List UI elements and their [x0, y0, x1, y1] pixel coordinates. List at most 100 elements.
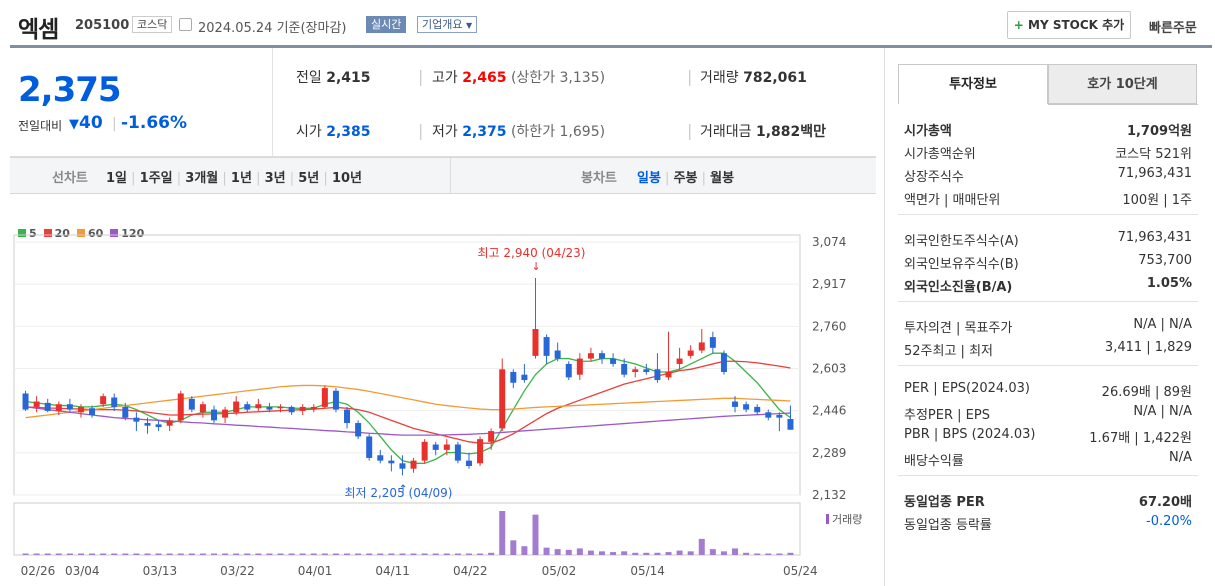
legend-swatch [110, 229, 119, 237]
volume-bar [443, 553, 450, 555]
section-divider [898, 475, 1198, 476]
chevron-down-icon: ▼ [465, 21, 473, 30]
volume-frame [13, 502, 801, 556]
lower-limit: (하한가 1,695) [510, 124, 606, 140]
volume-bar [665, 552, 672, 555]
volume-bar [277, 553, 284, 555]
tab-investment-info[interactable]: 투자정보 [898, 64, 1048, 104]
candle-body [621, 363, 628, 375]
current-price: 2,375 [18, 70, 122, 110]
candle-body [421, 441, 428, 461]
volume-bar [621, 551, 628, 555]
y-tick-label: 2,289 [812, 446, 846, 460]
quick-order-button[interactable]: 빠른주문 [1149, 21, 1197, 36]
period-6[interactable]: 10년 [331, 171, 362, 186]
volume-bar [188, 553, 195, 555]
x-tick-label: 03/13 [143, 564, 178, 578]
volume-bar [709, 549, 716, 555]
period-0[interactable]: 1일 [106, 171, 128, 186]
info-value: N/A | N/A [1133, 317, 1192, 332]
period-2[interactable]: 3개월 [185, 171, 219, 186]
section-divider [898, 365, 1198, 366]
candle-body [77, 406, 84, 413]
candle-body [610, 358, 617, 364]
legend-ma-20: 20 [43, 227, 70, 240]
volume-bar [344, 553, 351, 555]
info-key: 동일업종 등락률 [904, 518, 992, 533]
volume-bar [66, 553, 73, 555]
plot-frame [13, 234, 801, 496]
volume-bar [332, 553, 339, 555]
info-row: 외국인보유주식수(B) 753,700 [904, 253, 1192, 272]
realtime-button[interactable]: 실시간 [366, 16, 407, 33]
candle-period-0[interactable]: 일봉 [637, 171, 661, 186]
candle-body [720, 353, 727, 372]
side-divider [884, 48, 885, 586]
candle-period-1[interactable]: 주봉 [673, 171, 698, 186]
info-row: PBR | BPS (2024.03) 1.67배 | 1,422원 [904, 427, 1192, 446]
volume-bar [33, 553, 40, 555]
info-key: 액면가 | 매매단위 [904, 193, 1001, 208]
arrow-up-icon: ↑ [398, 482, 407, 495]
volume-bar [77, 553, 84, 555]
upper-limit: (상한가 3,135) [510, 70, 606, 86]
y-tick-label: 2,446 [812, 404, 846, 418]
volume-bar [377, 553, 384, 555]
prev-close: 전일 2,415 [296, 67, 371, 87]
period-3[interactable]: 1년 [230, 171, 252, 186]
divider: | [251, 171, 265, 186]
candle-body [499, 369, 506, 429]
candle-chart-label: 봉차트 [581, 171, 617, 186]
x-tick-label: 02/26 [21, 564, 56, 578]
volume-bar [488, 552, 495, 555]
volume-bar [177, 553, 184, 555]
volume-bar [299, 553, 306, 555]
info-value: 100원 | 1주 [1122, 193, 1192, 208]
x-tick-label: 05/24 [783, 564, 818, 578]
volume-bar [321, 553, 328, 555]
divider: | [319, 171, 332, 186]
info-row: 시가총액순위 코스닥 521위 [904, 143, 1192, 162]
volume-bar [576, 548, 583, 555]
amount-value: 1,882 [755, 124, 801, 140]
info-value: 26.69배 | 89원 [1101, 385, 1192, 400]
change-amount: 40 [79, 113, 103, 133]
period-5[interactable]: 5년 [298, 171, 320, 186]
candle-body [377, 455, 384, 461]
company-overview-button[interactable]: 기업개요 ▼ [417, 16, 478, 33]
info-value: N/A [1169, 450, 1192, 465]
calendar-icon [179, 18, 192, 31]
volume-bar [765, 553, 772, 555]
y-tick-label: 3,074 [812, 235, 846, 249]
volume-bar [687, 551, 694, 555]
legend-label: 60 [87, 227, 104, 240]
volume-bar [244, 553, 251, 555]
candle-body [432, 444, 439, 450]
open-value: 2,385 [326, 124, 371, 140]
legend-label: 120 [121, 227, 145, 240]
mystock-add-button[interactable]: + MY STOCK 추가 [1007, 11, 1131, 39]
x-tick-label: 04/11 [375, 564, 410, 578]
info-key: 동일업종 PER [904, 495, 985, 510]
candle-body [344, 409, 351, 424]
period-4[interactable]: 3년 [264, 171, 286, 186]
volume-bar [477, 553, 484, 555]
legend-swatch [18, 229, 26, 237]
volume-bar [532, 514, 539, 555]
volume-bar [388, 553, 395, 555]
candle-body [510, 371, 517, 383]
candle-body [321, 388, 328, 407]
price-chart[interactable]: 3,074 2,917 2,760 2,603 2,446 2,289 2,132 최고 2,… [0, 195, 885, 586]
candle-period-2[interactable]: 월봉 [710, 171, 735, 186]
info-row: 상장주식수 71,963,431 [904, 166, 1192, 185]
x-tick-label: 03/04 [65, 564, 100, 578]
tab-hoga[interactable]: 호가 10단계 [1048, 64, 1197, 104]
legend-swatch [43, 229, 52, 237]
period-1[interactable]: 1주일 [139, 171, 173, 186]
info-row: 배당수익률 N/A [904, 450, 1192, 469]
volume-bar [100, 553, 107, 555]
candle-body [44, 402, 51, 411]
info-key: 상장주식수 [904, 170, 964, 185]
company-overview-label: 기업개요 [422, 18, 463, 31]
candle-body [188, 398, 195, 410]
